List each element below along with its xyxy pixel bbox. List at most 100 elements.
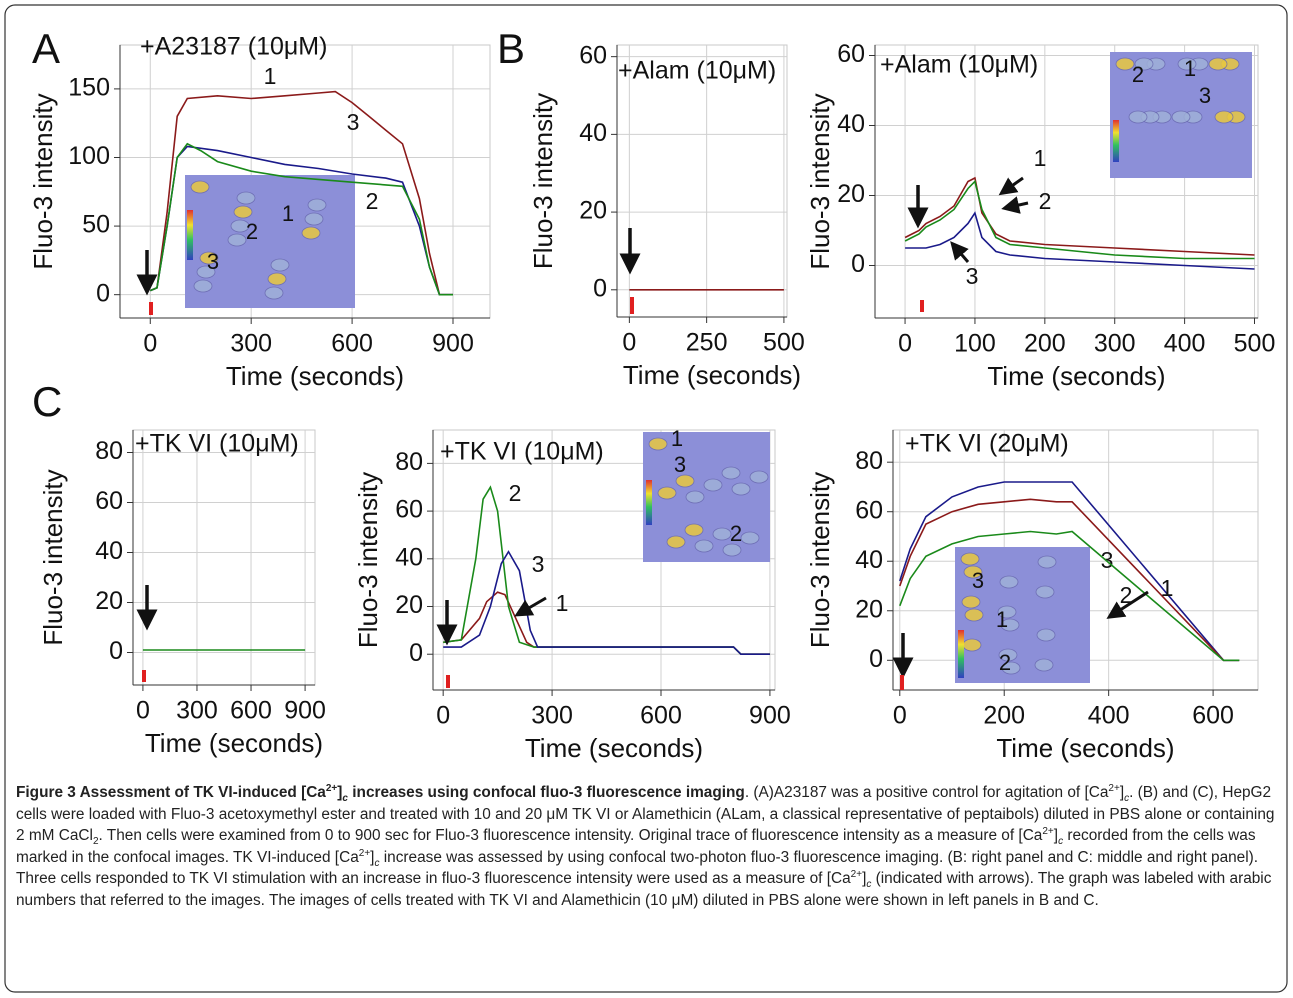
x-axis-label: Time (seconds): [987, 361, 1165, 391]
caption-text: ]: [1119, 784, 1125, 801]
x-axis-label: Time (seconds): [623, 360, 801, 390]
x-axis-label: Time (seconds): [226, 361, 404, 391]
cell: [196, 265, 216, 279]
y-tick-label: 60: [579, 41, 607, 69]
y-tick-label: 60: [395, 496, 423, 524]
chart-panel: 0 250 500 0 20 40 60 Time (seconds) Fluo-3 inten…: [528, 41, 805, 390]
cell: [657, 486, 677, 500]
plot-frame: [132, 429, 316, 686]
pointer-arrow: [998, 176, 1024, 196]
cell: [963, 565, 983, 579]
cell: [307, 198, 327, 212]
y-axis-label: Fluo-3 intensity: [805, 93, 835, 269]
y-axis-label: Fluo-3 intensity: [28, 93, 58, 269]
y-tick-label: 20: [95, 587, 123, 615]
chart-title: +TK VI (10μM): [135, 430, 299, 458]
cell: [233, 205, 253, 219]
cell: [193, 279, 213, 293]
x-tick-label: 600: [1192, 702, 1234, 730]
x-tick-label: 900: [749, 702, 791, 730]
x-axis-label: Time (seconds): [145, 728, 323, 758]
y-tick-label: 60: [855, 496, 883, 524]
x-tick-label: 200: [983, 702, 1025, 730]
chart-panel: 0 300 600 900 0 20 40 60 80 Time (seconds) Fluo-3 …: [353, 426, 791, 763]
caption-text: recorded from the cells was marked in th…: [16, 827, 1256, 866]
cell: [301, 226, 321, 240]
cell: [199, 251, 219, 265]
caption-text: ]: [1053, 827, 1059, 845]
data-line: [443, 550, 770, 655]
cell: [964, 608, 984, 622]
chart-title: +A23187 (10μM): [140, 33, 327, 61]
cell: [1115, 57, 1135, 71]
figure-border: [4, 4, 1288, 993]
caption-text: . Then cells were examined from 0 to 900…: [98, 827, 1043, 845]
cell: [1037, 555, 1057, 569]
cell: [1208, 57, 1228, 71]
cell: [997, 605, 1017, 619]
caption-text: c: [866, 879, 872, 891]
y-tick-label: 40: [837, 110, 865, 138]
curve-label: 3: [347, 109, 360, 135]
cell: [998, 648, 1018, 662]
curve-label: 1: [1034, 145, 1047, 171]
curve-label: 1: [1161, 575, 1174, 601]
y-tick-label: 60: [837, 40, 865, 68]
y-tick-label: 0: [593, 274, 607, 302]
x-tick-label: 400: [1164, 330, 1206, 358]
cell: [236, 191, 256, 205]
cell: [685, 490, 705, 504]
x-tick-label: 0: [436, 702, 450, 730]
caption-text: 2+: [1108, 782, 1120, 794]
y-axis-label: Fluo-3 intensity: [805, 472, 835, 648]
caption-text: ]: [337, 784, 343, 801]
caption-text: c: [1058, 836, 1064, 848]
color-bar: [1113, 120, 1119, 162]
data-line: [149, 90, 453, 296]
chart-title: +TK VI (20μM): [905, 430, 1069, 458]
caption-text: c: [342, 793, 348, 805]
panel-letter: C: [32, 378, 62, 425]
y-tick-label: 0: [409, 639, 423, 667]
cell: [648, 437, 668, 451]
chart-panel: 0 200 400 600 0 20 40 60 80 Time (seconds) Fluo-3 …: [805, 429, 1259, 763]
x-tick-label: 500: [1234, 330, 1276, 358]
curve-label: 3: [966, 263, 979, 289]
y-tick-label: 40: [579, 119, 607, 147]
panel-letter: B: [497, 25, 525, 72]
curve-label: 3: [1101, 547, 1114, 573]
y-tick-label: 80: [95, 437, 123, 465]
cell: [960, 552, 980, 566]
curve-label: 2: [366, 188, 379, 214]
cell: [961, 595, 981, 609]
y-tick-label: 80: [395, 448, 423, 476]
y-tick-label: 80: [855, 447, 883, 475]
y-tick-label: 20: [855, 595, 883, 623]
cell: [684, 523, 704, 537]
data-line: [899, 498, 1240, 662]
color-bar: [187, 210, 193, 260]
caption-text: Figure 3 Assessment of TK VI-induced [Ca: [16, 784, 326, 801]
image-cell-label: 2: [999, 650, 1011, 675]
caption-text: 2: [92, 836, 99, 848]
y-tick-label: 20: [395, 591, 423, 619]
cell: [270, 258, 290, 272]
cell: [999, 575, 1019, 589]
cell: [190, 180, 210, 194]
x-axis-label: Time (seconds): [525, 733, 703, 763]
chart-title: +Alam (10μM): [618, 57, 776, 85]
y-tick-label: 40: [95, 537, 123, 565]
pointer-arrow: [1001, 196, 1029, 214]
curve-label: 1: [556, 590, 569, 616]
cell: [962, 638, 982, 652]
y-axis-label: Fluo-3 intensity: [38, 469, 68, 645]
x-tick-label: 0: [898, 330, 912, 358]
image-cell-label: 1: [996, 607, 1008, 632]
x-tick-label: 0: [136, 697, 150, 725]
caption-text: c: [1124, 793, 1130, 805]
y-tick-label: 40: [855, 546, 883, 574]
cell: [740, 531, 760, 545]
x-tick-label: 300: [1094, 330, 1136, 358]
y-tick-label: 0: [869, 645, 883, 673]
